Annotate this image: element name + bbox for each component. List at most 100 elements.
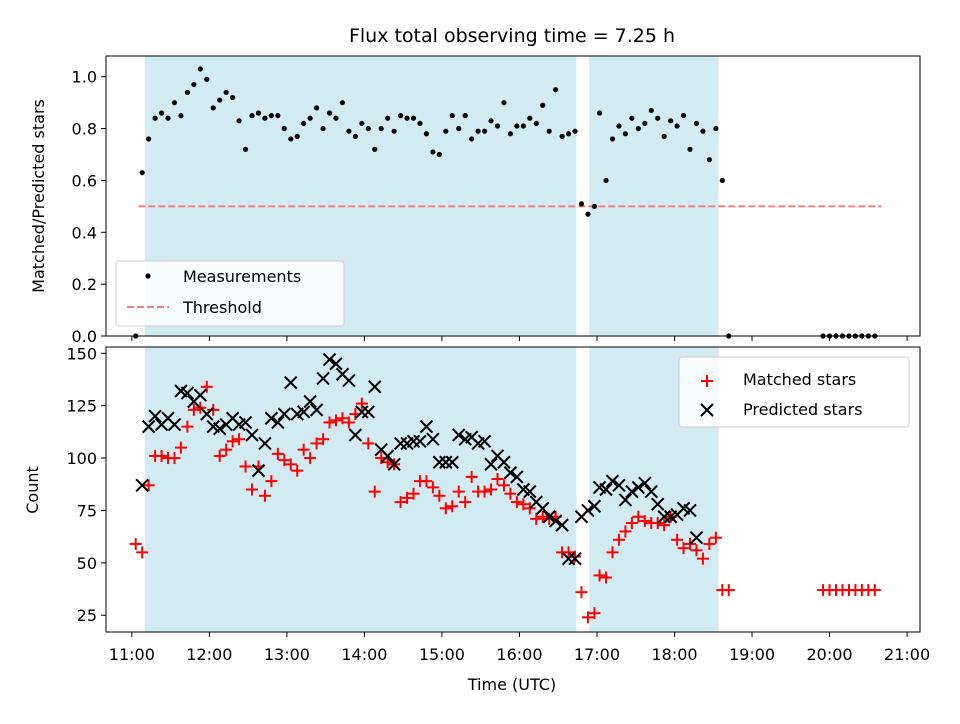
legend-measurement-marker	[145, 273, 151, 279]
predicted-marker-b	[581, 503, 595, 518]
x-tick-label: 18:00	[651, 645, 697, 664]
matched-star-point	[233, 433, 246, 446]
predicted-star-point	[612, 478, 626, 493]
predicted-marker-b	[612, 478, 626, 493]
predicted-star-point	[200, 407, 214, 421]
measurement-point	[520, 123, 526, 129]
predicted-star-point	[657, 510, 671, 524]
predicted-star-point	[510, 470, 524, 484]
predicted-star-point	[148, 409, 162, 423]
matched-star-point	[426, 481, 439, 494]
predicted-marker-b	[206, 419, 220, 434]
x-tick-label: 13:00	[264, 645, 310, 664]
measurement-point	[288, 136, 294, 142]
measurement-point	[488, 118, 494, 124]
measurement-point	[553, 87, 559, 93]
predicted-marker-b	[542, 510, 556, 524]
matched-star-point	[651, 517, 664, 530]
predicted-star-point	[477, 434, 492, 449]
matched-star-point	[220, 443, 233, 456]
matched-star-point	[658, 519, 671, 532]
predicted-star-point	[644, 484, 658, 499]
predicted-star-point	[361, 405, 375, 419]
measurement-point	[469, 136, 475, 142]
matched-star-point	[329, 414, 342, 427]
predicted-marker-b	[516, 482, 531, 497]
matched-star-point	[362, 437, 375, 450]
predicted-marker-b	[380, 449, 395, 463]
predicted-star-point	[212, 422, 227, 436]
measurement-point	[642, 120, 648, 127]
matched-star-point	[465, 470, 478, 483]
bottom-axis-ticks: 25 50 75 100 125 150 11:00 12:00 13:00 14:00 15:00…	[66, 344, 930, 664]
measurement-point	[281, 125, 287, 132]
bottom-y-axis-label: Count	[23, 466, 42, 514]
predicted-star-point	[135, 478, 149, 493]
matched-star-point	[239, 460, 252, 473]
predicted-marker-b	[625, 484, 639, 499]
top-y-tick-label: 0.8	[72, 120, 97, 139]
predicted-star-point	[180, 386, 195, 400]
predicted-marker-b	[638, 476, 652, 490]
measurement-point	[648, 107, 654, 114]
predicted-marker-b	[490, 449, 505, 463]
matched-star-point	[317, 433, 330, 446]
predicted-star-point	[264, 411, 279, 425]
matched-star-point	[342, 416, 355, 429]
measurement-point	[481, 128, 488, 134]
bottom-shaded-intervals	[144, 347, 719, 632]
measurement-point	[178, 113, 184, 119]
predicted-marker-b	[587, 499, 602, 513]
measurement-point	[622, 131, 629, 137]
matched-star-point	[452, 485, 465, 498]
predicted-marker-b	[167, 417, 182, 432]
top-y-tick-label: 0.4	[72, 223, 97, 242]
bottom-axes-frame	[105, 346, 921, 633]
measurement-point	[668, 118, 674, 124]
predicted-star-point	[618, 493, 633, 507]
predicted-marker-b	[651, 497, 665, 511]
measurement-point	[365, 125, 371, 132]
predicted-star-point	[167, 417, 182, 432]
matched-star-point	[284, 458, 297, 471]
predicted-marker-b	[426, 432, 440, 446]
predicted-marker-b	[548, 514, 563, 528]
legend-threshold-label: Threshold	[182, 298, 262, 317]
predicted-marker-b	[439, 455, 453, 469]
matched-star-point	[612, 533, 625, 546]
predicted-marker-b	[251, 463, 266, 478]
predicted-star-point	[316, 371, 330, 386]
predicted-marker-b	[329, 357, 343, 371]
legend-predicted-marker	[700, 403, 714, 417]
measurement-point	[687, 146, 693, 152]
matched-star-point	[696, 552, 709, 565]
predicted-marker-b	[316, 371, 330, 386]
matched-star-point	[433, 489, 446, 502]
measurement-point	[146, 136, 152, 142]
matched-star-point	[459, 496, 472, 509]
measurement-point	[158, 110, 165, 116]
predicted-star-point	[284, 375, 298, 390]
predicted-star-point	[393, 436, 408, 451]
measurement-point	[494, 123, 501, 129]
predicted-marker-b	[348, 428, 363, 442]
matched-star-point	[181, 420, 194, 433]
predicted-marker-b	[419, 419, 434, 434]
predicted-marker-b	[432, 455, 447, 469]
predicted-marker-b	[180, 386, 195, 400]
measurement-point	[378, 125, 384, 132]
predicted-marker-b	[555, 518, 569, 532]
predicted-marker-b	[245, 428, 259, 442]
matched-star-point	[355, 397, 368, 410]
top-y-axis-label: Matched/Predicted stars	[29, 99, 48, 293]
predicted-marker-b	[503, 466, 518, 480]
measurement-point	[294, 133, 300, 139]
predicted-marker-b	[657, 510, 671, 524]
matched-star-point	[368, 485, 381, 498]
predicted-marker-b	[355, 405, 369, 419]
matched-star-point	[671, 533, 684, 546]
matched-star-point	[600, 571, 613, 584]
matched-star-point	[581, 611, 594, 624]
predicted-marker-b	[303, 394, 317, 409]
predicted-star-point	[277, 407, 292, 421]
